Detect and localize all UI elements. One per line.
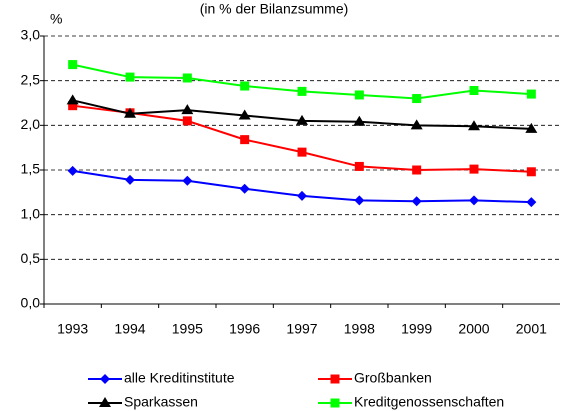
data-point	[412, 165, 422, 175]
y-axis-label: %	[50, 11, 62, 27]
legend-label: alle Kreditinstitute	[124, 370, 235, 386]
data-point	[68, 101, 78, 111]
data-point	[125, 174, 135, 185]
data-point	[182, 116, 192, 126]
y-tick-label: 1,0	[21, 205, 41, 221]
y-tick-label: 2,5	[21, 71, 41, 87]
data-point	[67, 165, 78, 176]
data-point	[182, 175, 193, 186]
data-point	[239, 183, 250, 194]
data-point	[469, 195, 479, 206]
y-tick-label: 1,5	[21, 161, 41, 177]
x-tick-label: 1997	[286, 321, 317, 337]
chart-subtitle: (in % der Bilanzsumme)	[200, 1, 349, 17]
data-point	[125, 72, 135, 82]
data-point	[526, 197, 537, 208]
legend-marker	[330, 374, 340, 384]
x-tick-label: 1993	[57, 321, 88, 337]
y-tick-label: 3,0	[21, 27, 41, 43]
data-point	[240, 81, 250, 91]
data-point	[297, 86, 307, 96]
legend-marker	[330, 398, 340, 408]
legend-marker	[100, 374, 110, 384]
x-tick-label: 1995	[172, 321, 203, 337]
data-point	[238, 109, 251, 120]
data-point	[410, 119, 423, 130]
data-point	[66, 94, 79, 105]
data-point	[297, 190, 307, 201]
data-point	[412, 94, 422, 104]
data-point	[354, 195, 365, 206]
data-point	[526, 89, 536, 99]
x-tick-label: 1996	[229, 321, 260, 337]
data-point	[526, 167, 536, 177]
data-point	[240, 135, 250, 145]
legend-label: Großbanken	[354, 370, 432, 386]
data-point	[354, 90, 364, 100]
x-tick-label: 1999	[401, 321, 432, 337]
legend-label: Sparkassen	[124, 394, 198, 410]
data-point	[68, 60, 78, 70]
x-tick-label: 2001	[516, 321, 547, 337]
x-tick-label: 1998	[344, 321, 375, 337]
data-point	[353, 115, 366, 126]
data-point	[468, 120, 480, 131]
legend-label: Kreditgenossenschaften	[354, 394, 504, 410]
data-point	[181, 104, 194, 115]
data-point	[354, 161, 364, 171]
y-tick-label: 2,0	[21, 116, 41, 132]
x-tick-label: 1994	[114, 321, 145, 337]
data-point	[411, 196, 422, 207]
data-point	[469, 85, 479, 95]
data-point	[297, 147, 307, 157]
data-point	[469, 164, 479, 174]
x-tick-label: 2000	[458, 321, 489, 337]
data-point	[525, 122, 538, 133]
data-point	[296, 114, 308, 125]
data-point	[182, 73, 192, 83]
y-tick-label: 0,0	[21, 295, 41, 311]
y-tick-label: 0,5	[21, 250, 41, 266]
data-point	[124, 107, 136, 118]
legend-marker	[99, 397, 111, 407]
